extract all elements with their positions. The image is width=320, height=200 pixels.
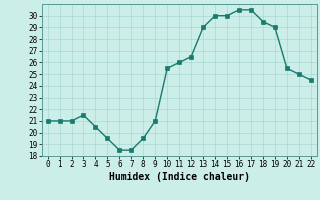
X-axis label: Humidex (Indice chaleur): Humidex (Indice chaleur) bbox=[109, 172, 250, 182]
